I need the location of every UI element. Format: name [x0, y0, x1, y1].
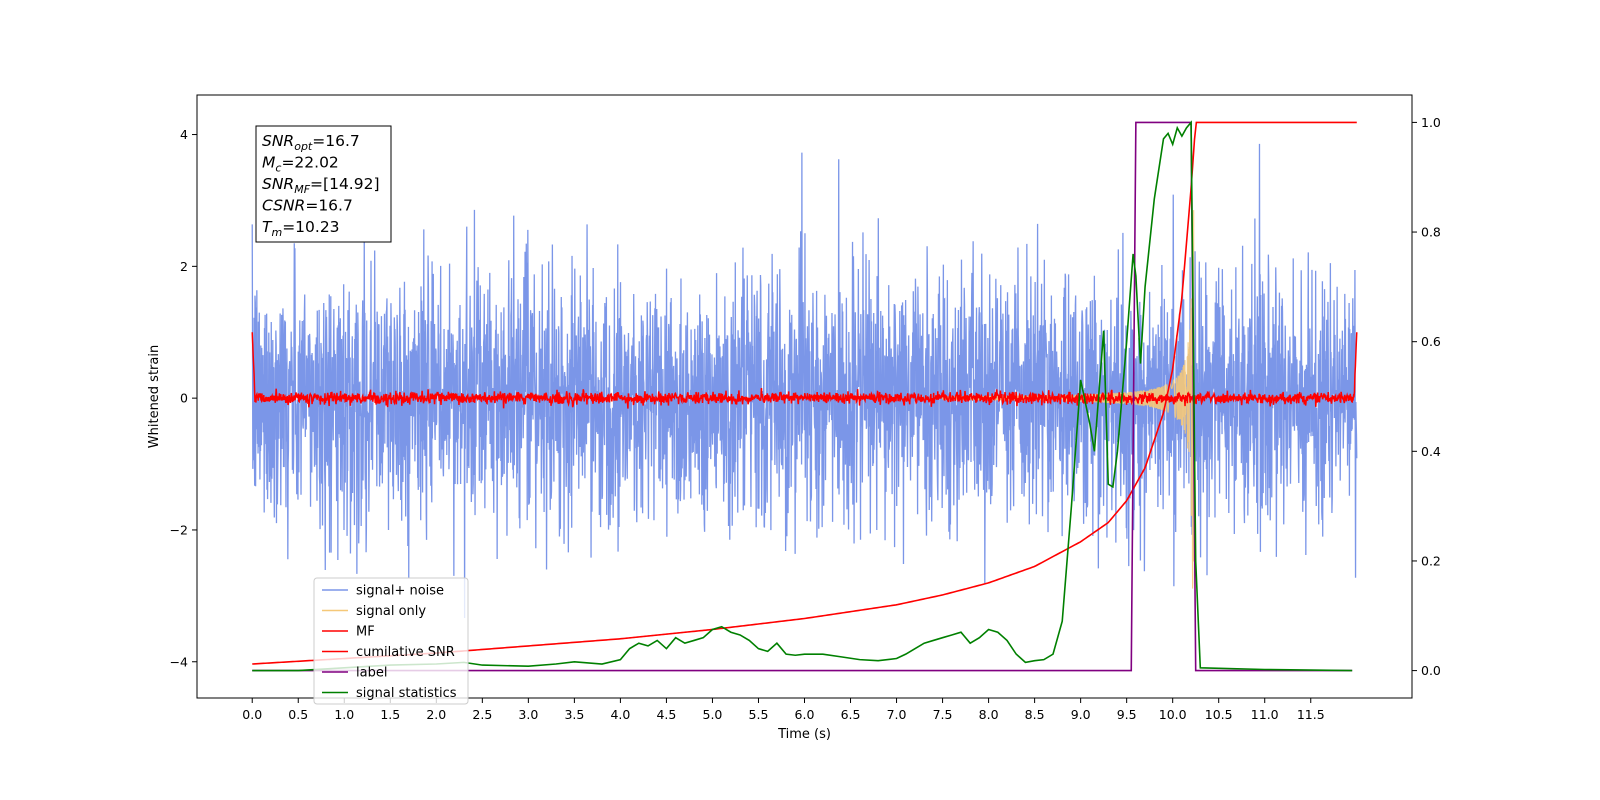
- x-tick-label: 4.5: [656, 707, 676, 722]
- info-line: SNRopt=16.7: [262, 132, 360, 153]
- x-tick-label: 10.0: [1159, 707, 1187, 722]
- info-line: SNRMF=[14.92]: [262, 175, 380, 196]
- legend-entry: label: [356, 666, 387, 681]
- y-right-tick-label: 0.0: [1421, 663, 1441, 678]
- x-tick-label: 0.0: [242, 707, 262, 722]
- y-tick-label: 0: [180, 391, 188, 406]
- legend-entry: signal+ noise: [356, 584, 444, 599]
- x-tick-label: 6.0: [795, 707, 815, 722]
- info-line: Mc=22.02: [262, 154, 339, 175]
- x-tick-label: 11.5: [1297, 707, 1325, 722]
- legend: signal+ noise signal only MF cumilative SNR…: [313, 577, 469, 705]
- x-tick-label: 5.0: [703, 707, 723, 722]
- x-tick-label: 9.0: [1071, 707, 1091, 722]
- y-tick-label: −4: [170, 654, 188, 669]
- info-line: CSNR=16.7: [262, 197, 353, 215]
- legend-entry: MF: [356, 625, 375, 640]
- y-tick-label: 2: [180, 259, 188, 274]
- y-tick-label: −2: [170, 522, 188, 537]
- x-axis-label: Time (s): [777, 727, 831, 742]
- y-right-tick-label: 0.2: [1421, 553, 1441, 568]
- y-right-tick-label: 0.4: [1421, 444, 1441, 459]
- legend-entry: cumilative SNR: [356, 645, 455, 660]
- x-tick-label: 2.5: [472, 707, 492, 722]
- x-tick-label: 9.5: [1117, 707, 1137, 722]
- x-tick-label: 8.5: [1025, 707, 1045, 722]
- x-tick-label: 8.0: [979, 707, 999, 722]
- axes: 0.0 0.5 1.0 1.5 2.0 2.5 3.0 3.5 4.0 4.5 5.0 5.5 6.0 6…: [170, 94, 1441, 722]
- x-tick-label: 7.5: [933, 707, 953, 722]
- legend-entry: signal statistics: [356, 686, 457, 701]
- y-axis-label: Whitened strain: [147, 345, 162, 448]
- x-tick-label: 1.0: [334, 707, 354, 722]
- x-tick-label: 11.0: [1251, 707, 1279, 722]
- x-tick-label: 2.0: [426, 707, 446, 722]
- info-box-frame: [255, 125, 392, 243]
- x-tick-label: 3.0: [518, 707, 538, 722]
- info-line: Tm=10.23: [262, 218, 340, 239]
- legend-frame: [313, 577, 469, 705]
- y-right-tick-label: 1.0: [1421, 115, 1441, 130]
- x-tick-label: 7.0: [887, 707, 907, 722]
- x-tick-label: 0.5: [288, 707, 308, 722]
- legend-entry: signal only: [356, 604, 426, 619]
- x-tick-label: 3.5: [564, 707, 584, 722]
- series-signal-noise: [251, 143, 1358, 618]
- x-tick-label: 5.5: [749, 707, 769, 722]
- y-right-tick-label: 0.6: [1421, 334, 1441, 349]
- series-label: [252, 121, 1353, 672]
- series-mf: [251, 332, 1358, 409]
- x-tick-label: 1.5: [380, 707, 400, 722]
- series-signal-statistics: [252, 120, 1353, 672]
- x-tick-label: 6.5: [841, 707, 861, 722]
- y-right-tick-label: 0.8: [1421, 225, 1441, 240]
- x-tick-label: 4.0: [610, 707, 630, 722]
- x-tick-label: 10.5: [1205, 707, 1233, 722]
- y-tick-label: 4: [180, 127, 188, 142]
- info-box: SNRopt=16.7Mc=22.02SNRMF=[14.92]CSNR=16.…: [255, 125, 392, 243]
